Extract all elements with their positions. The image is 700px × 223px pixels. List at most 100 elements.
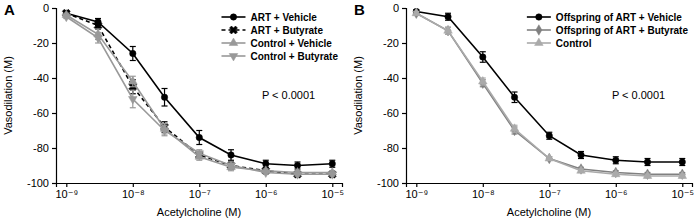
marker <box>613 157 619 163</box>
x-tick-label: 10⁻⁵ <box>321 188 344 200</box>
y-tick-label: -80 <box>33 142 49 154</box>
y-axis-title: Vasodilation (M) <box>352 56 364 135</box>
y-tick: -80 <box>33 142 56 154</box>
error-bar <box>679 159 685 166</box>
y-tick: -80 <box>383 142 406 154</box>
marker <box>510 124 519 131</box>
y-tick-label: 0 <box>43 2 49 14</box>
marker <box>130 50 136 56</box>
legend-label: ART + Vehicle <box>250 12 317 23</box>
x-axis-line <box>57 184 343 188</box>
error-bar-cap <box>196 160 202 161</box>
error-bar <box>613 157 619 164</box>
error-bar <box>512 92 518 103</box>
x-tick-label: 10⁻⁶ <box>605 188 628 200</box>
marker <box>412 8 421 15</box>
error-bar-cap <box>130 46 136 47</box>
error-bar-cap <box>196 144 202 145</box>
marker <box>643 171 652 178</box>
plot-area: 10⁻⁹10⁻⁸10⁻⁷10⁻⁶10⁻⁵0-20-40-60-80-100Ace… <box>2 2 344 218</box>
y-tick-mark <box>402 113 406 114</box>
x-tick-mark <box>199 183 200 187</box>
marker <box>678 171 687 178</box>
marker <box>611 169 620 176</box>
y-tick-mark <box>52 148 56 149</box>
x-tick-label: 10⁻⁶ <box>255 188 278 200</box>
error-bar <box>228 150 234 161</box>
y-tick: -100 <box>27 177 56 189</box>
series <box>62 14 337 179</box>
legend-item: Control <box>527 38 592 49</box>
x-tick-mark <box>133 183 134 187</box>
y-tick-label: -40 <box>33 72 49 84</box>
panel-title: B <box>354 1 365 18</box>
x-tick-mark <box>266 183 267 187</box>
legend-label: Offspring of ART + Vehicle <box>556 12 682 23</box>
y-tick-label: -80 <box>383 142 399 154</box>
x-tick: 10⁻⁶ <box>605 183 628 200</box>
x-tick: 10⁻⁷ <box>539 183 561 200</box>
error-bar-cap <box>228 161 234 162</box>
error-bar <box>645 159 651 166</box>
y-tick-mark <box>52 43 56 44</box>
error-bar-cap <box>445 34 451 35</box>
x-tick-mark <box>682 183 683 187</box>
error-bar-cap <box>162 105 168 106</box>
marker <box>329 161 335 167</box>
legend-marker <box>229 54 238 61</box>
legend-label: Control + Butyrate <box>250 51 338 62</box>
panel-title: A <box>4 1 15 18</box>
panel: A10⁻⁹10⁻⁸10⁻⁷10⁻⁶10⁻⁵0-20-40-60-80-100Ac… <box>2 1 344 218</box>
y-tick: -60 <box>383 107 406 119</box>
marker <box>511 94 517 100</box>
x-tick-mark <box>616 183 617 187</box>
legend-item: ART + Butyrate <box>221 24 323 36</box>
x-tick-label: 10⁻⁵ <box>671 188 694 200</box>
annotation: P < 0.0001 <box>612 89 665 101</box>
marker <box>161 94 167 100</box>
y-tick-label: -60 <box>383 107 399 119</box>
series-line <box>66 13 332 165</box>
y-tick-mark <box>52 78 56 79</box>
y-axis-title: Vasodilation (M) <box>2 56 14 135</box>
x-tick-label: 10⁻⁹ <box>405 188 428 200</box>
error-bar-cap <box>196 130 202 131</box>
x-axis-line <box>407 184 693 188</box>
y-tick-label: -20 <box>33 37 49 49</box>
y-axis: 0-20-40-60-80-100 <box>27 2 57 189</box>
error-bar-cap <box>130 86 136 87</box>
marker <box>196 134 202 140</box>
legend-item: Offspring of ART + Vehicle <box>527 12 682 23</box>
marker <box>480 54 486 60</box>
y-tick-label: -20 <box>383 37 399 49</box>
x-tick: 10⁻⁷ <box>189 183 211 200</box>
y-tick: -20 <box>383 37 406 49</box>
error-bar <box>162 89 168 107</box>
y-tick-mark <box>402 78 406 79</box>
legend-label: ART + Butyrate <box>250 25 323 36</box>
marker <box>128 97 137 104</box>
error-bar-cap <box>228 149 234 150</box>
y-tick: 0 <box>393 2 406 14</box>
marker <box>195 151 204 158</box>
error-bar <box>578 152 584 159</box>
marker <box>578 152 584 158</box>
x-tick-mark <box>416 183 417 187</box>
error-bar <box>329 160 335 167</box>
error-bar-cap <box>162 125 168 126</box>
series-line <box>66 17 332 175</box>
x-tick-mark <box>332 183 333 187</box>
y-tick-mark <box>402 148 406 149</box>
error-bar-cap <box>130 60 136 61</box>
error-bar-cap <box>130 107 136 108</box>
x-tick-label: 10⁻⁷ <box>189 188 211 200</box>
error-bar-cap <box>512 132 518 133</box>
error-bar-cap <box>95 32 101 33</box>
marker <box>328 172 337 179</box>
marker <box>62 14 71 21</box>
error-bar-cap <box>512 91 518 92</box>
marker <box>261 170 270 177</box>
marker <box>545 154 554 161</box>
series <box>60 8 338 180</box>
legend-marker <box>536 25 542 36</box>
